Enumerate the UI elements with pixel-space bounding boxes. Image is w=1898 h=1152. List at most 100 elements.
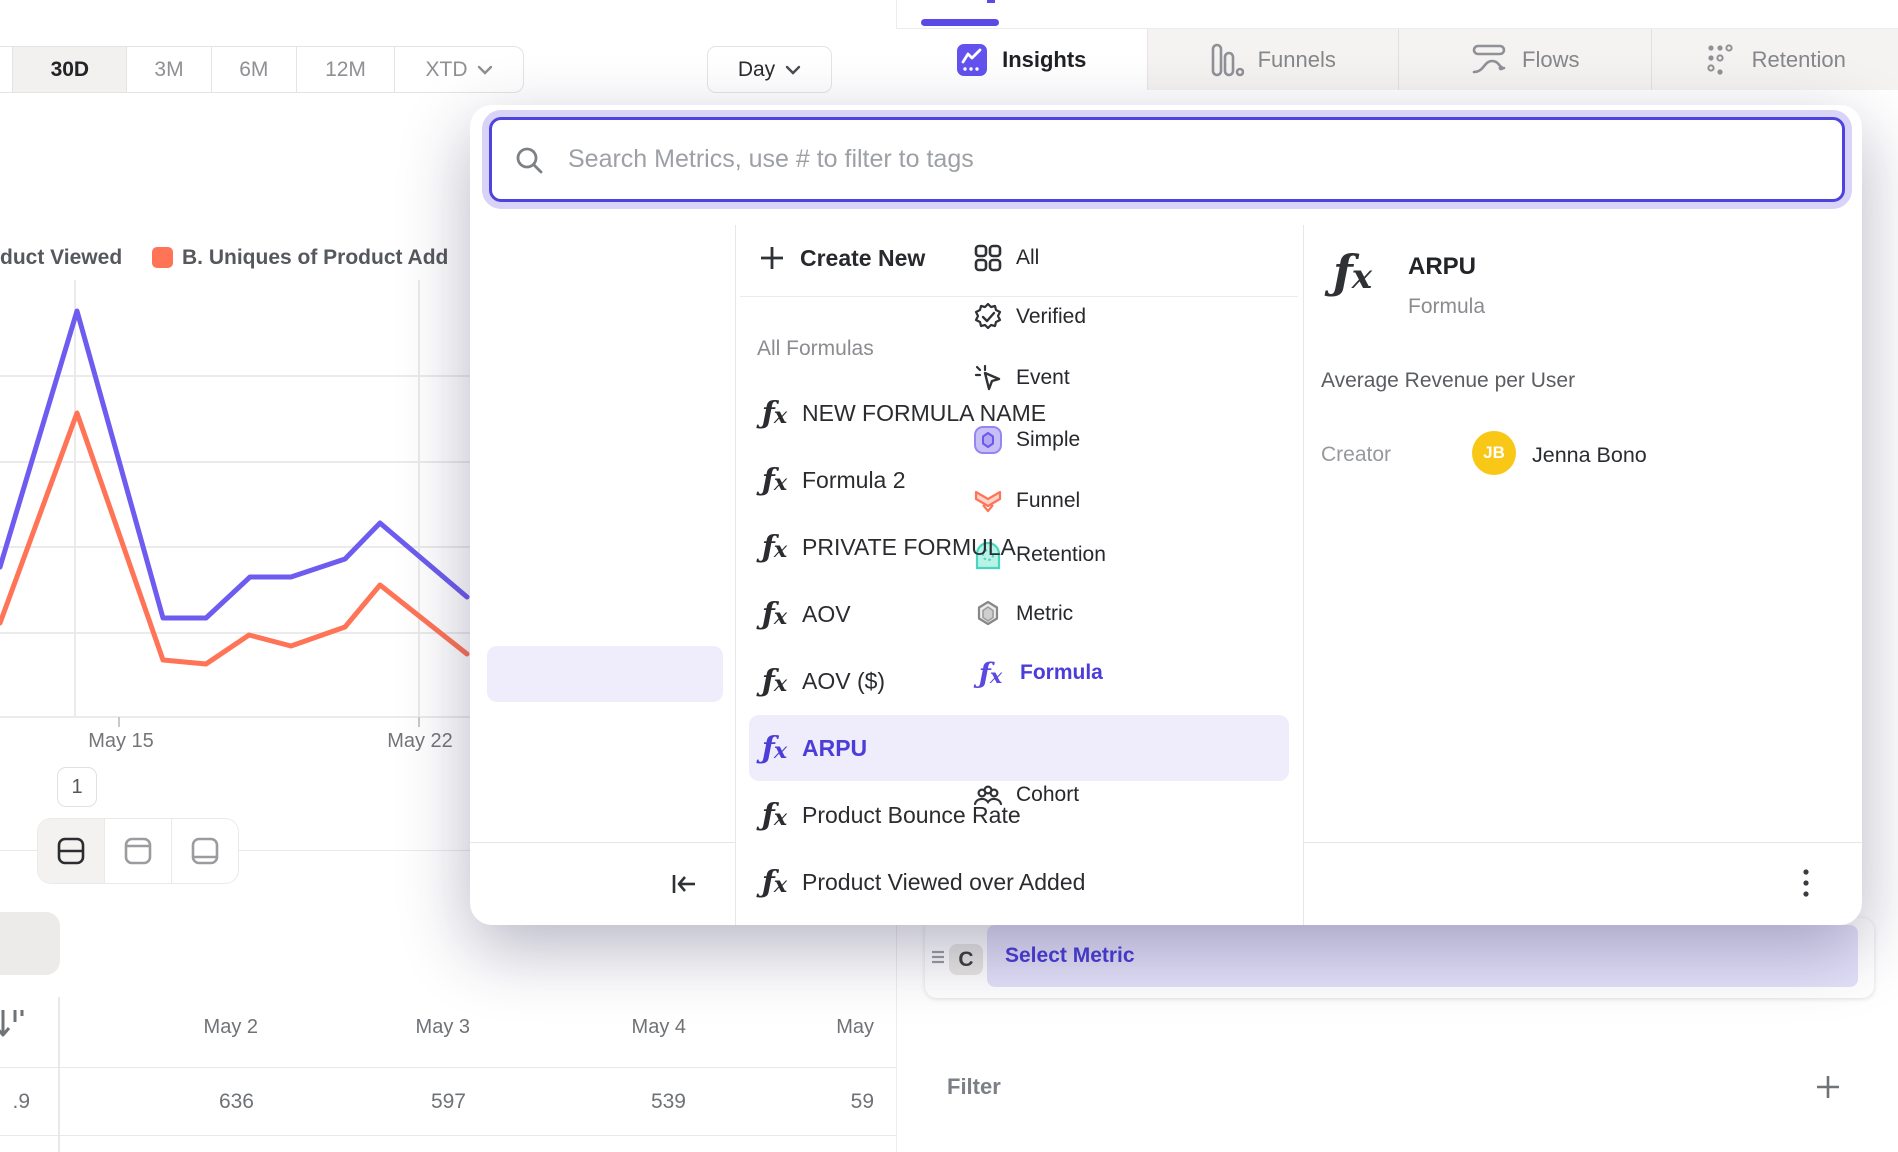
sort-icon[interactable]: [0, 1006, 24, 1042]
formula-list-item[interactable]: ƒx Formula 2: [757, 450, 1277, 510]
cohort-people-icon: [973, 785, 1003, 806]
formula-list-item[interactable]: ƒx Product Bounce Rate: [757, 785, 1277, 845]
formula-list-item-selected[interactable]: ƒx ARPU: [757, 718, 1277, 778]
table-header-may3[interactable]: May 3: [415, 1016, 470, 1038]
create-new-label: Create New: [800, 244, 926, 271]
insights-chart-icon: [957, 43, 988, 76]
legend-item-b-label[interactable]: B. Uniques of Product Add: [182, 246, 449, 269]
metric-row-letter-badge[interactable]: C: [949, 944, 983, 975]
formula-list-item[interactable]: ƒx Product Viewed over Added: [757, 852, 1277, 912]
table-row-border: [0, 1067, 896, 1068]
layout-split-icon: [57, 837, 85, 865]
formula-list-item[interactable]: ƒx NEW FORMULA NAME: [757, 383, 1277, 443]
table-header-may5-clipped[interactable]: May: [836, 1016, 874, 1038]
tab-flows-label: Flows: [1522, 46, 1580, 72]
simple-metric-icon: [974, 426, 1002, 454]
time-range-6m[interactable]: 6M: [210, 47, 296, 92]
granularity-button[interactable]: Day: [707, 46, 832, 93]
sidebar-item-label: Metric: [1016, 602, 1074, 625]
sidebar-item-verified[interactable]: Verified: [973, 287, 1188, 347]
sidebar-item-event[interactable]: Event: [973, 348, 1188, 408]
sidebar-item-simple[interactable]: Simple: [973, 410, 1188, 470]
formula-name: AOV: [802, 600, 851, 627]
table-cell: 539: [650, 1090, 686, 1113]
legend-item-a-label[interactable]: duct Viewed: [0, 246, 123, 269]
metric-row-card: C Select Metric: [925, 918, 1874, 998]
sidebar-item-label: Funnel: [1016, 489, 1081, 512]
granularity-label: Day: [737, 57, 776, 81]
add-filter-icon[interactable]: [1814, 1073, 1842, 1101]
sidebar-item-retention[interactable]: Retention: [973, 525, 1188, 585]
time-range-control: 30D 3M 6M 12M XTD: [0, 46, 524, 93]
create-new-button[interactable]: Create New: [757, 228, 1277, 288]
layout-chart-button[interactable]: [104, 819, 171, 883]
detail-type: Formula: [1408, 295, 1486, 318]
sidebar-item-label: Retention: [1016, 543, 1106, 566]
fx-icon: ƒx: [761, 596, 787, 632]
time-range-12m[interactable]: 12M: [295, 47, 394, 92]
drag-handle-icon[interactable]: [930, 948, 946, 966]
tab-insights[interactable]: Insights: [896, 29, 1148, 90]
table-cell-rowlabel-clipped: .9: [12, 1090, 30, 1113]
metric-search-input[interactable]: Search Metrics, use # to filter to tags: [489, 117, 1845, 202]
layout-table-icon: [191, 837, 219, 865]
table-header-may4[interactable]: May 4: [631, 1016, 686, 1038]
sidebar-item-label: Simple: [1016, 428, 1081, 451]
list-section-label: All Formulas: [757, 337, 874, 360]
creator-avatar: JB: [1472, 431, 1516, 475]
formula-name: NEW FORMULA NAME: [802, 399, 1047, 426]
series-b-line: [0, 410, 470, 667]
formula-list-item[interactable]: ƒx PRIVATE FORMULA: [757, 517, 1277, 577]
detail-fx-icon: ƒx: [1333, 245, 1372, 299]
table-cell: 636: [218, 1090, 254, 1113]
sidebar-item-label: Formula: [1020, 661, 1103, 684]
fx-icon: ƒx: [761, 730, 787, 766]
select-metric-field[interactable]: Select Metric: [987, 925, 1858, 987]
formula-name: Product Bounce Rate: [802, 801, 1021, 828]
layout-split-button[interactable]: [38, 819, 104, 883]
sidebar-item-cohort[interactable]: Cohort: [973, 765, 1188, 825]
pagination-page-button[interactable]: 1: [57, 767, 97, 807]
grid-icon: [974, 244, 1002, 272]
time-range-30d[interactable]: 30D: [12, 47, 127, 92]
view-tabs: Insights Funnels Flows Retent: [896, 29, 1898, 90]
time-range-xtd-label: XTD: [425, 57, 468, 81]
fx-icon: ƒx: [761, 797, 787, 833]
sidebar-item-label: Event: [1016, 366, 1070, 389]
detail-creator-name: Jenna Bono: [1532, 443, 1647, 467]
legend-item-b-swatch: [152, 247, 173, 268]
formula-name: Product Viewed over Added: [802, 868, 1086, 895]
layout-table-button[interactable]: [171, 819, 238, 883]
formula-list-item[interactable]: ƒx AOV: [757, 584, 1277, 644]
sidebar-item-label: Verified: [1016, 305, 1087, 328]
table-cell-clipped: 59: [850, 1090, 874, 1113]
search-placeholder: Search Metrics, use # to filter to tags: [568, 145, 974, 173]
fx-icon: ƒx: [761, 529, 787, 565]
sidebar-item-formula[interactable]: ƒx Formula: [973, 643, 1188, 703]
plus-icon: [761, 247, 783, 269]
sidebar-item-all[interactable]: All: [973, 228, 1188, 288]
tab-retention-label: Retention: [1751, 46, 1846, 72]
tab-retention[interactable]: Retention: [1650, 29, 1898, 90]
sidebar-footer-divider: [470, 842, 735, 843]
table-cell: 597: [430, 1090, 466, 1113]
fx-icon: ƒx: [761, 864, 787, 900]
more-options-icon[interactable]: [1800, 867, 1812, 901]
table-header-may2[interactable]: May 2: [203, 1016, 258, 1038]
detail-creator-label: Creator: [1321, 443, 1392, 466]
layout-chart-icon: [124, 837, 152, 865]
time-range-xtd[interactable]: XTD: [394, 47, 523, 92]
funnels-bars-icon: [1211, 43, 1244, 76]
sidebar-item-metric[interactable]: Metric: [973, 584, 1188, 644]
tab-funnels[interactable]: Funnels: [1148, 29, 1399, 90]
time-range-3m[interactable]: 3M: [126, 47, 210, 92]
tab-funnels-label: Funnels: [1257, 46, 1336, 72]
line-chart[interactable]: [0, 0, 470, 770]
formula-list-item[interactable]: ƒx AOV ($): [757, 651, 1277, 711]
sidebar-item-funnel[interactable]: Funnel: [973, 471, 1188, 531]
tab-flows[interactable]: Flows: [1398, 29, 1651, 90]
metric-picker-modal: Search Metrics, use # to filter to tags …: [470, 105, 1862, 925]
formula-name: AOV ($): [802, 667, 886, 694]
collapse-sidebar-icon[interactable]: [670, 872, 698, 896]
formula-selected-bg: [749, 715, 1289, 781]
